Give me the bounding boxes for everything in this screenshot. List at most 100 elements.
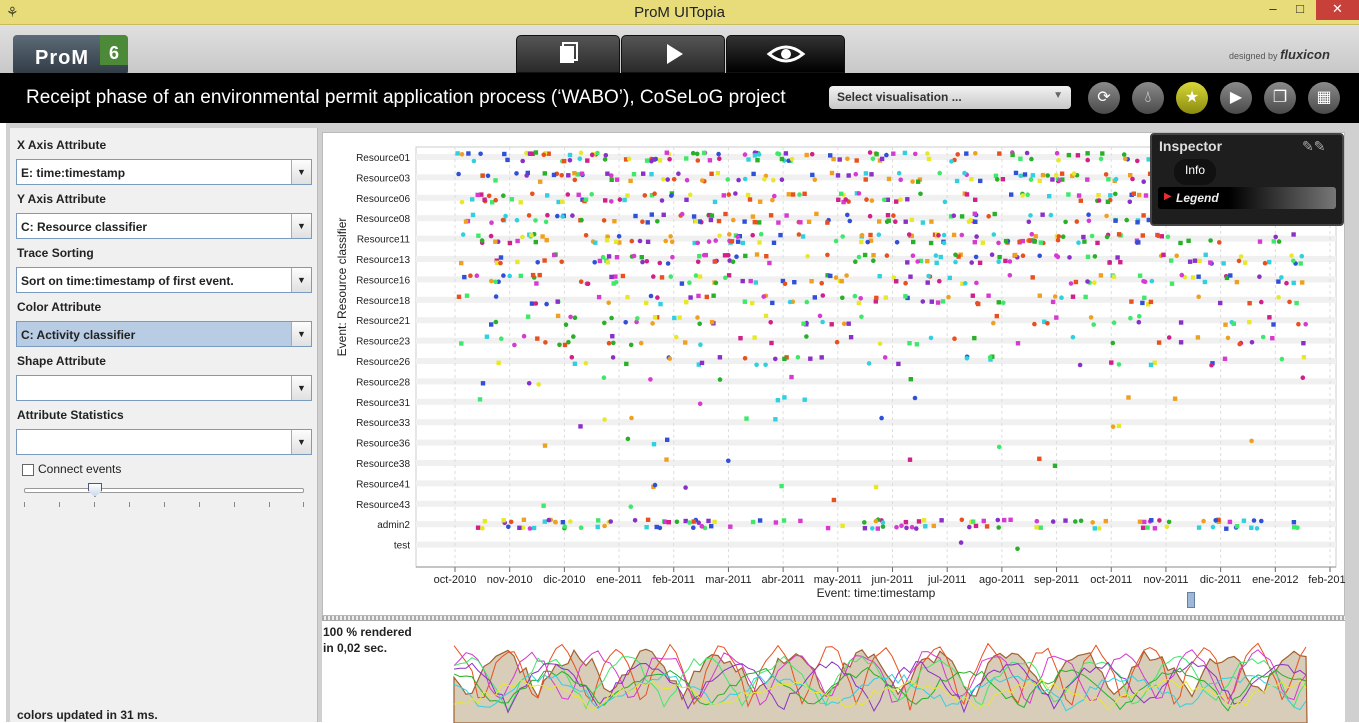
- minimize-button[interactable]: –: [1269, 1, 1277, 16]
- chevron-down-icon: ▼: [291, 430, 311, 454]
- attribute-statistics-select[interactable]: ▼: [16, 429, 312, 455]
- event-dot: [947, 275, 952, 281]
- event-dot: [841, 199, 846, 205]
- event-dot: [1047, 194, 1052, 199]
- legend-section[interactable]: ▶ Legend: [1158, 187, 1336, 209]
- refresh-button[interactable]: ⟳: [1088, 82, 1120, 114]
- shape-attribute-select[interactable]: ▼: [16, 375, 312, 401]
- event-dot: [804, 334, 809, 339]
- event-dot: [1140, 233, 1145, 238]
- trace-sorting-select[interactable]: Sort on time:timestamp of first event. ▼: [16, 267, 312, 293]
- event-dot: [530, 191, 535, 197]
- event-dot: [962, 170, 967, 176]
- event-dot: [579, 217, 584, 223]
- x-axis-select[interactable]: E: time:timestamp ▼: [16, 159, 312, 185]
- favorite-button[interactable]: ★: [1176, 82, 1208, 114]
- y-tick-label: Resource31: [356, 398, 410, 409]
- close-button[interactable]: ✕: [1316, 0, 1359, 20]
- event-dot: [629, 238, 635, 244]
- tab-actions[interactable]: [621, 35, 725, 73]
- y-axis-select[interactable]: C: Resource classifier ▼: [16, 213, 312, 239]
- credit: designed by fluxicon: [1229, 47, 1330, 62]
- event-dot: [709, 319, 715, 325]
- event-dot: [730, 259, 736, 265]
- color-attribute-select[interactable]: C: Activity classifier ▼: [16, 321, 312, 347]
- event-dot: [691, 519, 696, 524]
- x-tick-label: may-2011: [814, 574, 862, 586]
- event-dot: [914, 342, 920, 347]
- inspector-pin-icons[interactable]: ✎✎: [1302, 138, 1326, 154]
- event-dot: [1020, 238, 1025, 244]
- event-dot: [898, 177, 903, 183]
- event-dot: [1124, 217, 1129, 223]
- event-dot: [846, 173, 851, 178]
- play-button[interactable]: ▶: [1220, 82, 1252, 114]
- grid-button[interactable]: ▦: [1308, 82, 1340, 114]
- event-dot: [503, 213, 508, 219]
- event-dot: [868, 238, 874, 243]
- event-dot: [1048, 212, 1054, 218]
- event-dot: [459, 260, 464, 266]
- slider-thumb[interactable]: [88, 483, 102, 497]
- event-dot: [828, 273, 833, 279]
- event-dot: [644, 158, 650, 163]
- event-dot: [489, 278, 494, 284]
- event-dot: [959, 517, 965, 523]
- app-icon[interactable]: ⚘: [6, 4, 19, 20]
- event-dot: [490, 200, 495, 205]
- copy-button[interactable]: ❐: [1264, 82, 1296, 114]
- event-dot: [659, 275, 665, 280]
- event-dot: [1140, 300, 1145, 306]
- event-dot: [1254, 526, 1260, 531]
- event-dot: [877, 219, 882, 224]
- event-dot: [862, 520, 867, 525]
- event-dot: [833, 275, 839, 280]
- event-dot: [1073, 279, 1079, 285]
- event-dot: [604, 238, 610, 243]
- event-dot: [651, 157, 657, 162]
- event-dot: [684, 300, 689, 305]
- event-dot: [786, 158, 791, 164]
- event-dot: [691, 525, 696, 530]
- event-dot: [605, 260, 611, 265]
- event-dot: [734, 254, 739, 259]
- x-tick-label: nov-2010: [487, 574, 533, 586]
- event-dot: [1075, 153, 1081, 158]
- event-dot: [1071, 171, 1077, 176]
- event-dot: [540, 234, 545, 239]
- drop-button[interactable]: 💧︎: [1132, 82, 1164, 114]
- event-dot: [916, 519, 922, 524]
- event-dot: [649, 193, 655, 198]
- event-dot: [783, 151, 789, 156]
- tab-info[interactable]: Info: [1174, 159, 1216, 185]
- connect-events-checkbox[interactable]: [22, 464, 34, 476]
- tab-workspace[interactable]: [516, 35, 620, 73]
- event-dot: [771, 240, 777, 245]
- event-dot: [836, 197, 841, 202]
- event-dot: [883, 295, 888, 300]
- event-dot: [645, 239, 651, 244]
- dotted-chart[interactable]: Resource01 Resource03 Resource06 Resource08…: [322, 132, 1346, 616]
- event-dot: [1078, 198, 1083, 203]
- timeline-scroll-handle[interactable]: [1187, 592, 1195, 608]
- event-dot: [1029, 231, 1035, 237]
- event-dot: [585, 281, 591, 287]
- event-dot: [1037, 178, 1042, 184]
- maximize-button[interactable]: □: [1296, 1, 1304, 16]
- event-dot: [668, 274, 674, 279]
- event-dot: [819, 355, 824, 360]
- event-dot: [663, 238, 668, 244]
- event-dot: [525, 314, 531, 319]
- density-line: [453, 642, 1307, 711]
- visualisation-select[interactable]: Select visualisation ... ▼: [829, 86, 1071, 109]
- event-dot: [874, 152, 879, 157]
- event-dot: [475, 192, 480, 198]
- event-dot: [542, 258, 547, 263]
- tab-views[interactable]: [726, 35, 845, 73]
- event-dot: [535, 336, 540, 341]
- legend-label: Legend: [1176, 191, 1219, 205]
- event-dot: [840, 234, 845, 239]
- event-dot: [1303, 321, 1308, 327]
- slider-track[interactable]: [24, 488, 304, 493]
- pane-splitter[interactable]: [322, 616, 1345, 620]
